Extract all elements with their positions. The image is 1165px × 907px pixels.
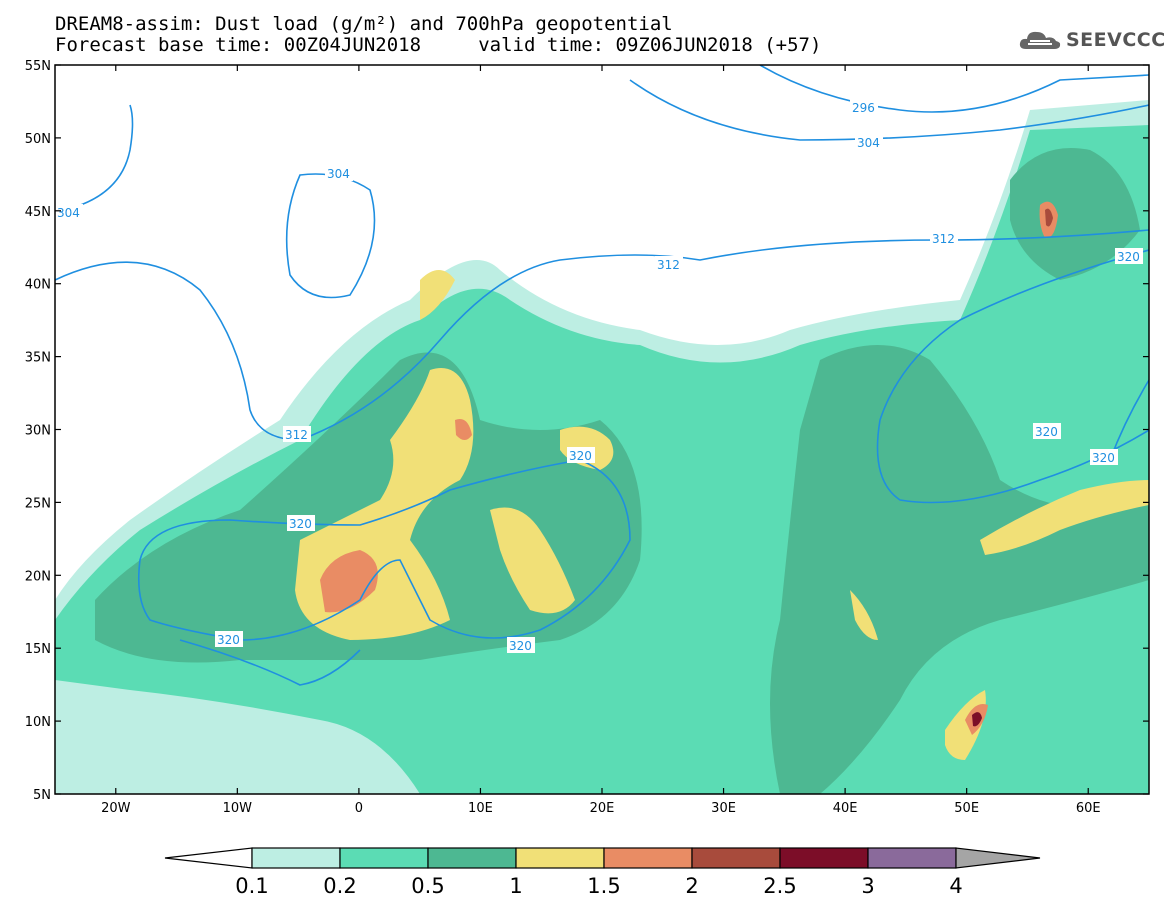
lon-label: 30E <box>711 801 736 816</box>
contour-label: 304 <box>855 134 883 150</box>
lon-label: 60E <box>1076 801 1101 816</box>
contour-label: 304 <box>55 204 83 220</box>
colorbar: 0.1 0.2 0.5 1 1.5 2 2.5 3 4 <box>164 847 1041 898</box>
lat-label: 50N <box>25 132 51 147</box>
colorbar-min-arrow <box>164 847 253 869</box>
colorbar-swatch <box>867 847 957 869</box>
svg-text:304: 304 <box>327 167 350 181</box>
svg-text:320: 320 <box>1117 250 1140 264</box>
lat-label: 5N <box>33 788 51 803</box>
colorbar-label: 1 <box>509 874 522 898</box>
colorbar-label: 1.5 <box>587 874 620 898</box>
geopotential-contours <box>55 65 1149 686</box>
contour-label: 296 <box>850 99 878 115</box>
logo: SEEVCCC <box>1018 28 1165 52</box>
svg-text:320: 320 <box>289 517 312 531</box>
cloud-icon <box>1019 31 1061 49</box>
contour-label: 312 <box>930 230 958 246</box>
svg-text:312: 312 <box>657 258 680 272</box>
colorbar-swatch <box>603 847 693 869</box>
svg-text:320: 320 <box>217 633 240 647</box>
contour-label: 320 <box>1090 449 1118 465</box>
colorbar-label: 2.5 <box>763 874 796 898</box>
latitude-axis: 55N 50N 45N 40N 35N 30N 25N 20N 15N 10N 5N <box>25 59 1149 803</box>
contour-label: 304 <box>325 165 353 181</box>
colorbar-label: 2 <box>685 874 698 898</box>
colorbar-label: 4 <box>949 874 962 898</box>
lat-label: 10N <box>25 715 51 730</box>
lon-label: 20E <box>590 801 615 816</box>
colorbar-max-arrow <box>955 847 1041 869</box>
lon-label: 50E <box>954 801 979 816</box>
colorbar-swatch <box>515 847 605 869</box>
lat-label: 45N <box>25 205 51 220</box>
svg-text:320: 320 <box>1092 451 1115 465</box>
lat-label: 30N <box>25 424 51 439</box>
svg-text:312: 312 <box>932 232 955 246</box>
contour-label: 320 <box>1115 248 1143 264</box>
svg-text:320: 320 <box>1035 425 1058 439</box>
lat-label: 25N <box>25 496 51 511</box>
lon-label: 0 <box>355 801 363 816</box>
contour-label: 320 <box>567 447 595 463</box>
colorbar-swatch <box>251 847 341 869</box>
lat-label: 20N <box>25 569 51 584</box>
svg-text:304: 304 <box>57 206 80 220</box>
colorbar-label: 0.1 <box>235 874 268 898</box>
contour-labels: 296 304 304 304 312 312 312 320 320 320 … <box>55 99 1143 653</box>
colorbar-label: 0.2 <box>323 874 356 898</box>
dust-field <box>55 65 1149 794</box>
lon-label: 10W <box>223 801 253 816</box>
chart-title: DREAM8-assim: Dust load (g/m²) and 700hP… <box>55 13 673 35</box>
svg-text:296: 296 <box>852 101 875 115</box>
lat-label: 40N <box>25 278 51 293</box>
lon-label: 40E <box>833 801 858 816</box>
colorbar-label: 0.5 <box>411 874 444 898</box>
colorbar-label: 3 <box>861 874 874 898</box>
svg-text:312: 312 <box>285 428 308 442</box>
contour-label: 320 <box>507 637 535 653</box>
colorbar-swatch <box>339 847 429 869</box>
contour-label: 312 <box>283 426 311 442</box>
longitude-axis: 20W 10W 0 10E 20E 30E 40E 50E 60E <box>101 65 1101 816</box>
svg-text:320: 320 <box>569 449 592 463</box>
svg-text:304: 304 <box>857 136 880 150</box>
colorbar-swatch <box>779 847 869 869</box>
contour-label: 320 <box>1033 423 1061 439</box>
contour-label: 320 <box>287 515 315 531</box>
chart-subtitle: Forecast base time: 00Z04JUN2018 valid t… <box>55 34 822 56</box>
lat-label: 35N <box>25 351 51 366</box>
lon-label: 20W <box>101 801 131 816</box>
lat-label: 15N <box>25 642 51 657</box>
contour-label: 312 <box>655 256 683 272</box>
svg-text:320: 320 <box>509 639 532 653</box>
colorbar-swatch <box>691 847 781 869</box>
lon-label: 10E <box>468 801 493 816</box>
logo-text: SEEVCCC <box>1066 29 1165 51</box>
colorbar-swatch <box>427 847 517 869</box>
contour-label: 320 <box>215 631 243 647</box>
lat-label: 55N <box>25 59 51 74</box>
